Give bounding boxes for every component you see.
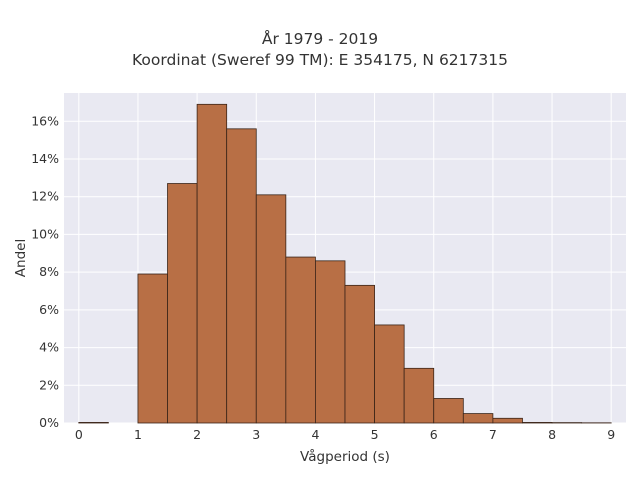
histogram-bar <box>403 367 435 424</box>
histogram-bar <box>226 128 257 424</box>
y-tick-label: 10% <box>31 226 59 241</box>
x-tick-label: 1 <box>134 427 142 442</box>
histogram-bar <box>315 260 346 424</box>
x-tick-label: 7 <box>489 427 497 442</box>
histogram-bar <box>285 256 316 424</box>
y-tick-label: 6% <box>39 302 59 317</box>
y-tick-label: 12% <box>31 189 59 204</box>
x-axis-ticks: 0 1 2 3 4 5 6 7 8 9 <box>75 427 615 442</box>
histogram-bar <box>462 413 494 424</box>
x-tick-label: 3 <box>252 427 260 442</box>
histogram-bar <box>492 417 523 424</box>
y-axis-label: Andel <box>13 239 29 277</box>
histogram-bar <box>78 422 109 424</box>
y-tick-label: 4% <box>39 340 59 355</box>
histogram-bar <box>374 324 405 424</box>
histogram-bar <box>196 103 228 424</box>
x-tick-label: 2 <box>193 427 201 442</box>
y-tick-label: 8% <box>39 264 59 279</box>
histogram-bar <box>344 284 375 424</box>
histogram-bars <box>78 103 612 424</box>
x-tick-label: 8 <box>548 427 556 442</box>
y-tick-label: 2% <box>39 377 59 392</box>
y-tick-label: 14% <box>31 151 59 166</box>
x-tick-label: 0 <box>75 427 83 442</box>
x-tick-label: 9 <box>607 427 615 442</box>
x-axis-label: Vågperiod (s) <box>300 448 390 465</box>
histogram-bar <box>137 273 168 424</box>
y-axis-ticks: 0% 2% 4% 6% 8% 10% 12% 14% 16% <box>31 113 59 430</box>
x-tick-label: 4 <box>311 427 319 442</box>
histogram-bar <box>255 194 287 424</box>
x-tick-label: 5 <box>371 427 379 442</box>
histogram-bar <box>433 398 464 424</box>
y-tick-label: 16% <box>31 113 59 128</box>
chart-title: År 1979 - 2019 <box>261 30 379 48</box>
x-tick-label: 6 <box>430 427 438 442</box>
histogram-bar <box>167 183 198 424</box>
histogram-bar <box>522 422 553 424</box>
y-tick-label: 0% <box>39 415 59 430</box>
chart-subtitle: Koordinat (Sweref 99 TM): E 354175, N 62… <box>132 51 508 69</box>
